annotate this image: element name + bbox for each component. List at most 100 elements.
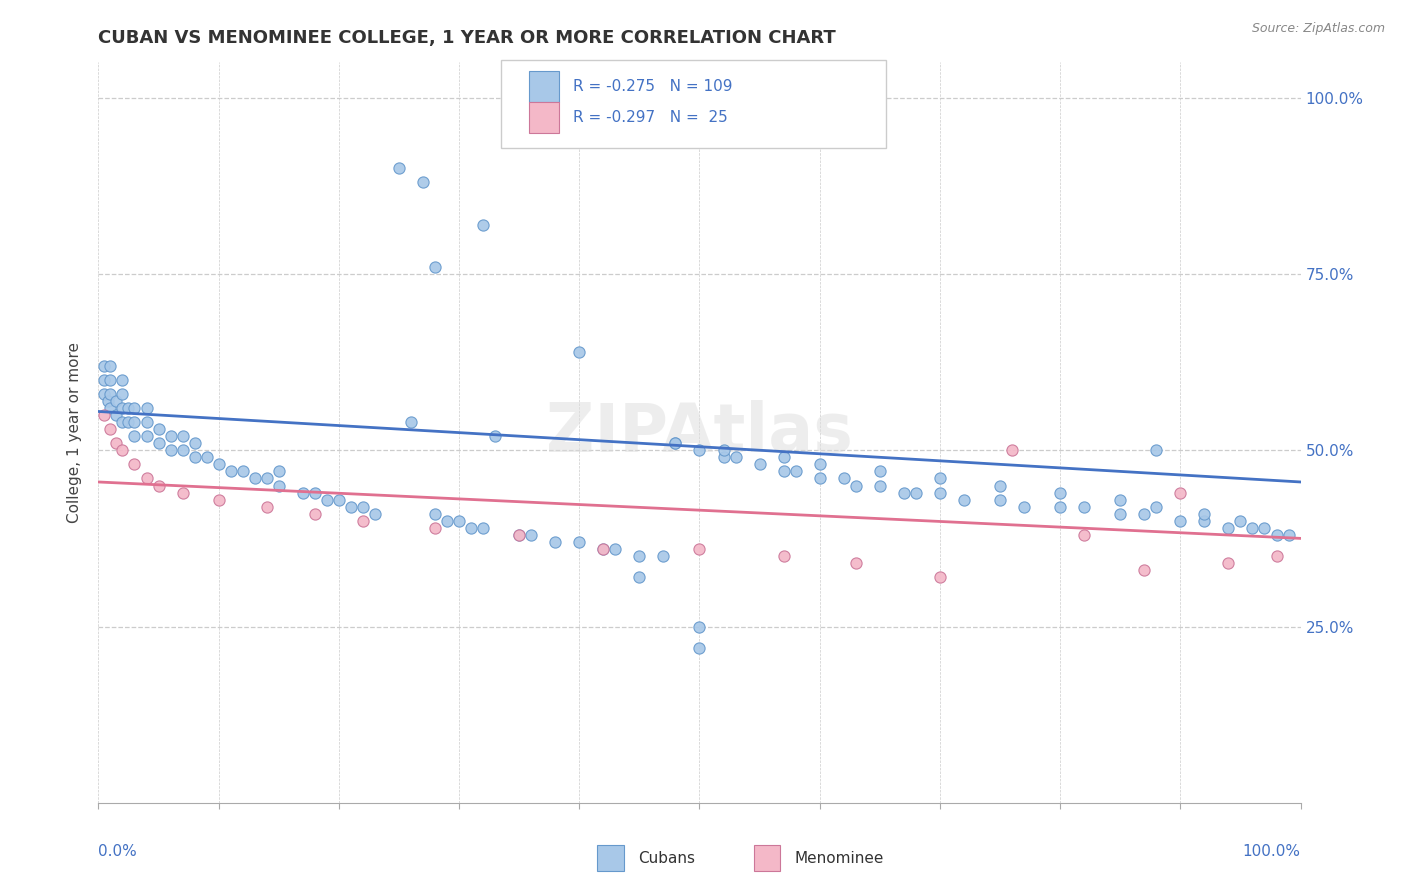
Point: [845, 478, 868, 492]
Text: Source: ZipAtlas.com: Source: ZipAtlas.com: [1251, 22, 1385, 36]
Point: [772, 464, 794, 478]
Point: [508, 528, 530, 542]
Point: [904, 485, 927, 500]
Point: [352, 514, 374, 528]
Point: [568, 344, 591, 359]
Point: [713, 443, 735, 458]
Point: [1253, 521, 1275, 535]
Point: [845, 556, 868, 570]
Point: [111, 373, 134, 387]
Point: [808, 458, 831, 472]
Point: [1194, 514, 1216, 528]
Point: [135, 471, 157, 485]
Point: [232, 464, 254, 478]
Point: [928, 471, 950, 485]
Point: [544, 535, 567, 549]
Text: Menominee: Menominee: [794, 851, 884, 866]
Point: [1109, 507, 1132, 521]
Point: [124, 401, 146, 415]
Point: [436, 514, 458, 528]
Point: [364, 507, 387, 521]
Point: [1144, 500, 1167, 514]
Point: [1133, 507, 1156, 521]
Point: [772, 450, 794, 465]
Point: [472, 218, 495, 232]
Point: [592, 541, 614, 556]
Text: R = -0.275   N = 109: R = -0.275 N = 109: [574, 78, 733, 94]
Point: [953, 492, 976, 507]
Point: [664, 436, 686, 450]
Point: [105, 393, 128, 408]
Point: [183, 436, 205, 450]
Point: [832, 471, 855, 485]
Point: [748, 458, 770, 472]
Point: [304, 485, 326, 500]
Text: ZIPAtlas: ZIPAtlas: [546, 400, 853, 466]
Point: [893, 485, 915, 500]
Text: 100.0%: 100.0%: [1243, 844, 1301, 858]
Point: [208, 492, 231, 507]
Point: [689, 619, 711, 633]
Bar: [529, 70, 558, 102]
Point: [652, 549, 675, 563]
Point: [172, 429, 194, 443]
Point: [508, 528, 530, 542]
Point: [159, 429, 181, 443]
Point: [1170, 514, 1192, 528]
Point: [148, 436, 170, 450]
Point: [388, 161, 411, 176]
Point: [159, 443, 181, 458]
Point: [447, 514, 470, 528]
Point: [1144, 443, 1167, 458]
Point: [135, 415, 157, 429]
Text: CUBAN VS MENOMINEE COLLEGE, 1 YEAR OR MORE CORRELATION CHART: CUBAN VS MENOMINEE COLLEGE, 1 YEAR OR MO…: [98, 29, 837, 47]
Point: [100, 401, 122, 415]
Text: R = -0.297   N =  25: R = -0.297 N = 25: [574, 110, 728, 125]
Point: [1049, 485, 1071, 500]
Point: [423, 507, 446, 521]
Point: [1109, 492, 1132, 507]
Point: [124, 415, 146, 429]
Point: [808, 471, 831, 485]
Point: [291, 485, 314, 500]
Text: 0.0%: 0.0%: [98, 844, 138, 858]
Y-axis label: College, 1 year or more: College, 1 year or more: [67, 343, 83, 523]
Point: [1073, 528, 1095, 542]
Point: [689, 443, 711, 458]
Point: [869, 464, 891, 478]
Point: [148, 422, 170, 436]
Point: [135, 429, 157, 443]
Point: [423, 521, 446, 535]
Point: [340, 500, 363, 514]
Point: [399, 415, 422, 429]
Point: [117, 401, 139, 415]
Point: [256, 471, 278, 485]
Point: [1218, 556, 1240, 570]
Point: [195, 450, 218, 465]
Bar: [598, 846, 624, 871]
Point: [100, 422, 122, 436]
Point: [93, 408, 115, 422]
Point: [412, 175, 434, 189]
Point: [304, 507, 326, 521]
Point: [219, 464, 242, 478]
Point: [1229, 514, 1251, 528]
Point: [484, 429, 506, 443]
Point: [111, 415, 134, 429]
Point: [135, 401, 157, 415]
Point: [267, 478, 290, 492]
Point: [1265, 549, 1288, 563]
Point: [148, 478, 170, 492]
Point: [1277, 528, 1299, 542]
Point: [105, 408, 128, 422]
Point: [93, 387, 115, 401]
Point: [1012, 500, 1035, 514]
Point: [628, 570, 651, 584]
Point: [1073, 500, 1095, 514]
Point: [100, 387, 122, 401]
Point: [460, 521, 482, 535]
Point: [1049, 500, 1071, 514]
Point: [93, 359, 115, 373]
Point: [124, 429, 146, 443]
Point: [724, 450, 747, 465]
